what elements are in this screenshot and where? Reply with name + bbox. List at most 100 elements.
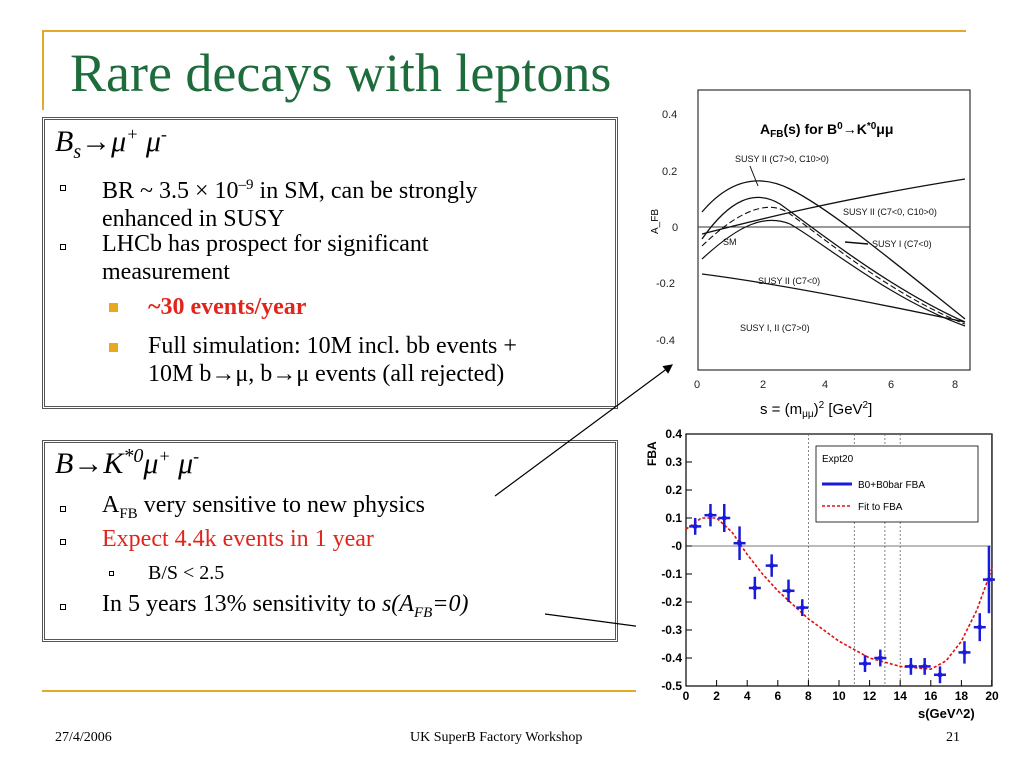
theory-ytick: -0.2 <box>656 278 675 290</box>
fba-xlabel: s(GeV^2) <box>918 706 975 721</box>
fba-xtick-label: 20 <box>985 689 999 703</box>
fba-legend-title: Expt20 <box>822 454 854 465</box>
bs-mumu-heading: Bs→μ+ μ- <box>55 124 167 163</box>
bs-mumu-box: Bs→μ+ μ- BR ~ 3.5 × 10–9 in SM, can be s… <box>42 117 618 409</box>
fba-xtick-label: 4 <box>744 689 751 703</box>
theory-ytick: 0.2 <box>662 166 677 178</box>
label-sm: SM <box>723 237 737 247</box>
curve-sm <box>701 196 966 323</box>
arrow-to-theory-plot <box>494 364 673 497</box>
curve-susy2-c7neg <box>701 219 966 327</box>
theory-xtick: 4 <box>822 379 828 391</box>
fba-data-point <box>862 661 868 667</box>
fba-fit-curve <box>685 517 993 671</box>
label-susy1-neg: SUSY I (C7<0) <box>872 239 932 249</box>
fba-xtick-label: 18 <box>955 689 969 703</box>
bkstar-mumu-heading: B→K*0μ+ μ- <box>55 445 200 480</box>
fba-data-point <box>908 663 914 669</box>
fba-ytick-label: 0.3 <box>665 455 682 469</box>
label-susy12-pos: SUSY I, II (C7>0) <box>740 323 810 333</box>
fba-data-point <box>737 540 743 546</box>
fba-xtick-label: 14 <box>894 689 908 703</box>
sub-bullet-marker <box>109 571 114 576</box>
theory-xlabel: s = (mμμ)2 [GeV2] <box>760 400 872 420</box>
fba-data-point <box>769 563 775 569</box>
bullet-marker <box>60 244 66 250</box>
fba-ytick-label: 0.1 <box>665 511 682 525</box>
fba-legend-series-label: B0+B0bar FBA <box>858 480 925 491</box>
bs-br-bullet: BR ~ 3.5 × 10–9 in SM, can be strongly e… <box>102 177 478 232</box>
fba-ytick-label: -0.1 <box>661 567 682 581</box>
signal-background-bullet: B/S < 2.5 <box>148 562 225 584</box>
label-arrow <box>844 241 869 245</box>
theory-ytick: -0.4 <box>656 335 675 347</box>
five-year-sensitivity-bullet: In 5 years 13% sensitivity to s(AFB=0) <box>102 591 469 621</box>
theory-xtick: 0 <box>694 379 700 391</box>
fba-data-point <box>961 649 967 655</box>
fba-ytick-label: -0.2 <box>661 595 682 609</box>
fba-data-point <box>692 523 698 529</box>
fba-plot-right-border <box>991 434 992 686</box>
afb-sensitive-bullet: AFB very sensitive to new physics <box>102 492 425 522</box>
fba-xtick-label: 16 <box>924 689 938 703</box>
fba-ytick-label: -0.4 <box>661 651 682 665</box>
fba-data-point <box>986 577 992 583</box>
arrow-to-fba-plot <box>544 613 652 632</box>
theory-ytick: 0.4 <box>662 109 677 121</box>
full-simulation-bullet: Full simulation: 10M incl. bb events + 1… <box>148 333 517 387</box>
lhcb-prospect-bullet: LHCb has prospect for significant measur… <box>102 231 429 285</box>
page-number: 21 <box>946 730 960 745</box>
fba-data-point <box>752 585 758 591</box>
fba-data-point <box>707 512 713 518</box>
fba-ylabel: FBA <box>645 441 659 466</box>
fba-data-point <box>977 624 983 630</box>
bullet-marker <box>60 506 66 512</box>
theory-ylabel: A_FB <box>650 209 661 234</box>
bullet-marker <box>60 604 66 610</box>
fba-ytick-label: -0.3 <box>661 623 682 637</box>
curve-susy1-neg <box>701 206 966 325</box>
theory-plot-frame <box>697 89 971 371</box>
fba-data-point <box>937 672 943 678</box>
label-susy2-c7neg: SUSY II (C7<0) <box>758 276 820 286</box>
curve-susy2-pos <box>701 180 966 320</box>
fba-data-point <box>922 663 928 669</box>
bullet-marker <box>60 185 66 191</box>
title-accent-bar <box>42 30 44 110</box>
fba-xtick-label: 0 <box>683 689 690 703</box>
fba-xtick-label: 6 <box>774 689 781 703</box>
fba-xtick-label: 8 <box>805 689 812 703</box>
footer-divider <box>42 690 642 692</box>
footer-date: 27/4/2006 <box>55 730 112 745</box>
fba-xtick-label: 10 <box>832 689 846 703</box>
theory-xtick: 8 <box>952 379 958 391</box>
curve-susy2-neg <box>701 178 966 235</box>
theory-plot-title: AFB(s) for B0→K*0μμ <box>760 121 893 140</box>
theory-afb-plot: 0.4 0.2 0 -0.2 -0.4 A_FB 0 2 4 6 8 AFB(s… <box>640 84 980 424</box>
fba-data-point <box>786 588 792 594</box>
label-susy2-neg: SUSY II (C7<0, C10>0) <box>843 207 937 217</box>
bkstar-mumu-box: B→K*0μ+ μ- AFB very sensitive to new phy… <box>42 440 618 642</box>
title-accent-line <box>42 30 966 32</box>
label-susy2-pos: SUSY II (C7>0, C10>0) <box>735 154 829 164</box>
sub-bullet-marker <box>109 303 118 312</box>
fba-ytick-label: -0 <box>671 539 682 553</box>
theory-xtick: 6 <box>888 379 894 391</box>
sub-bullet-marker <box>109 343 118 352</box>
fba-xtick-label: 12 <box>863 689 877 703</box>
fba-xtick-label: 2 <box>713 689 720 703</box>
slide-title: Rare decays with leptons <box>70 43 612 103</box>
fba-data-point <box>721 515 727 521</box>
expected-events-bullet: Expect 4.4k events in 1 year <box>102 526 374 552</box>
theory-ytick: 0 <box>672 222 678 234</box>
fba-chart: 0.4 0.3 0.2 0.1 -0 -0.1 -0.2 -0.3 -0.4 -0.5 0 2 4 6 8… <box>636 426 1002 722</box>
label-arrow <box>749 165 759 187</box>
fba-data-point <box>877 655 883 661</box>
fba-data-point <box>799 605 805 611</box>
fba-ytick-label: 0.4 <box>665 427 682 441</box>
footer-workshop: UK SuperB Factory Workshop <box>410 730 583 745</box>
events-per-year-bullet: ~30 events/year <box>148 294 307 320</box>
theory-xtick: 2 <box>760 379 766 391</box>
fba-ytick-label: 0.2 <box>665 483 682 497</box>
